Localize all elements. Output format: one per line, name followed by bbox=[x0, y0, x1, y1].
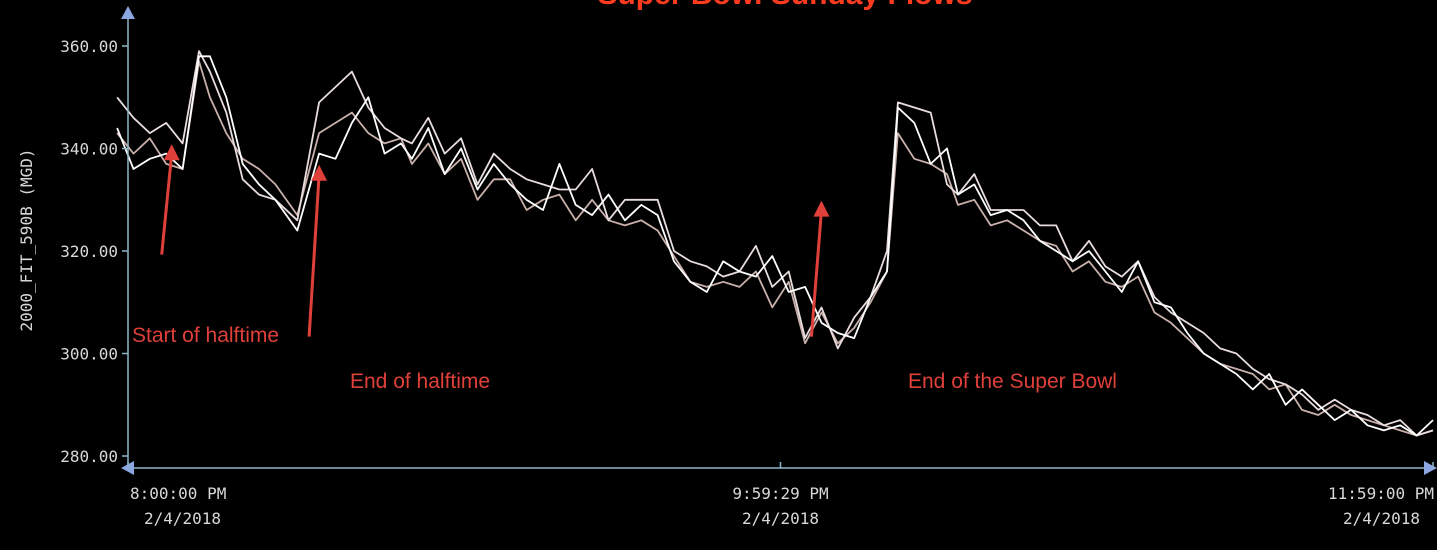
y-ticks: 360.00 340.00 320.00 300.00 280.00 bbox=[60, 37, 128, 466]
annotation-arrow-line bbox=[160, 154, 174, 255]
y-tick-label: 280.00 bbox=[60, 447, 118, 466]
y-axis-title: 2000_FIT_590B (MGD) bbox=[17, 148, 36, 331]
annotation-arrowhead-icon bbox=[813, 200, 830, 217]
y-tick-label: 340.00 bbox=[60, 140, 118, 159]
annotation-label: Start of halftime bbox=[132, 324, 279, 347]
y-tick-label: 320.00 bbox=[60, 242, 118, 261]
annotation-arrowhead-icon bbox=[311, 164, 328, 181]
y-tick-label: 300.00 bbox=[60, 345, 118, 364]
annotation-arrow-line bbox=[307, 174, 321, 337]
x-axis-right-arrow-icon bbox=[1424, 461, 1437, 475]
y-tick-label: 360.00 bbox=[60, 37, 118, 56]
annotation-arrowhead-icon bbox=[163, 144, 180, 161]
x-tick-time-label: 9:59:29 PM bbox=[732, 484, 828, 503]
x-tick-date-label: 2/4/2018 bbox=[144, 509, 221, 528]
x-tick-date-label: 2/4/2018 bbox=[742, 509, 819, 528]
series-line-1 bbox=[116, 55, 1434, 437]
x-tick-date-label: 2/4/2018 bbox=[1343, 509, 1420, 528]
x-tick-time-label: 8:00:00 PM bbox=[130, 484, 226, 503]
annotation-label: End of the Super Bowl bbox=[908, 370, 1117, 393]
annotations: Start of halftime End of halftime End of t… bbox=[132, 144, 1117, 393]
y-axis-arrow-icon bbox=[121, 6, 135, 19]
x-tick-time-label: 11:59:00 PM bbox=[1328, 484, 1434, 503]
plot-area bbox=[116, 50, 1434, 437]
axes: 2000_FIT_590B (MGD) bbox=[17, 6, 1437, 475]
annotation-arrow-line bbox=[809, 210, 823, 337]
series-line-2 bbox=[116, 50, 1434, 437]
x-ticks: 8:00:00 PM 2/4/2018 9:59:29 PM 2/4/2018 11:5… bbox=[127, 462, 1434, 528]
annotation-label: End of halftime bbox=[350, 370, 490, 393]
chart-title: Super Bowl Sunday Flows bbox=[597, 0, 972, 11]
